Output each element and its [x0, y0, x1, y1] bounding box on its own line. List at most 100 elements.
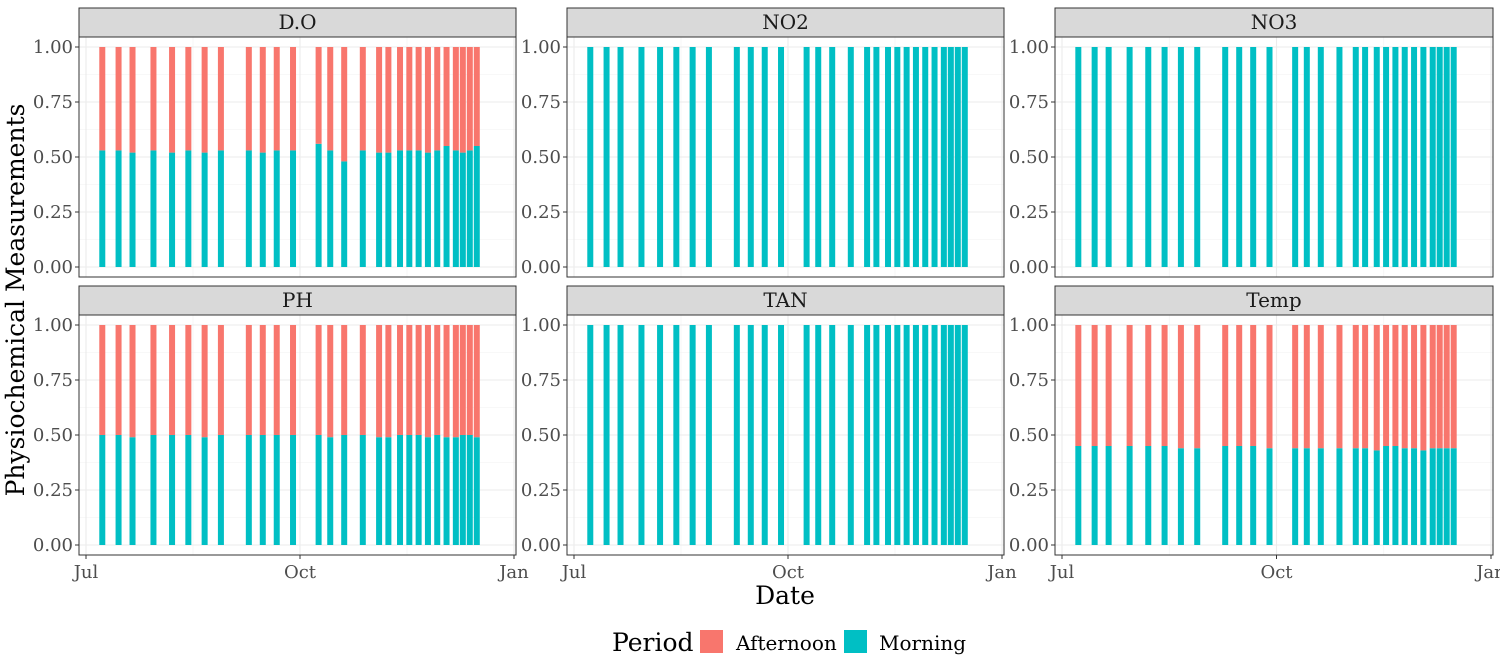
legend-swatch-afternoon — [700, 630, 723, 653]
bar-morning-tan — [947, 325, 954, 545]
y-tick-label: 1.00 — [521, 315, 561, 336]
bar-morning-ph — [406, 435, 413, 545]
bar-afternoon-ph — [452, 325, 459, 438]
y-tick-label: 0.75 — [33, 92, 73, 113]
bar-morning-tan — [815, 325, 822, 545]
bar-morning-ph — [434, 435, 441, 545]
bar-afternoon-d-o — [459, 47, 466, 153]
bar-morning-no3 — [1091, 47, 1098, 267]
bar-morning-d-o — [290, 150, 297, 267]
y-tick-label: 0.00 — [33, 257, 73, 278]
bar-morning-no2 — [657, 47, 664, 267]
bar-afternoon-d-o — [115, 47, 122, 151]
bar-morning-tan — [733, 325, 740, 545]
bar-morning-no3 — [1105, 47, 1112, 267]
bar-morning-no2 — [638, 47, 645, 267]
bar-morning-d-o — [376, 152, 383, 267]
bar-afternoon-ph — [129, 325, 136, 438]
bar-morning-no3 — [1126, 47, 1133, 267]
bar-morning-d-o — [341, 161, 348, 267]
bar-afternoon-d-o — [385, 47, 392, 153]
bar-morning-d-o — [385, 152, 392, 267]
bar-morning-d-o — [459, 152, 466, 267]
bar-afternoon-temp — [1075, 325, 1082, 446]
bar-afternoon-d-o — [150, 47, 157, 151]
bar-morning-temp — [1317, 448, 1324, 545]
bar-afternoon-ph — [359, 325, 366, 435]
bar-afternoon-ph — [150, 325, 157, 435]
bar-morning-no3 — [1161, 47, 1168, 267]
bar-morning-tan — [954, 325, 961, 545]
bar-afternoon-temp — [1401, 325, 1408, 449]
bar-afternoon-d-o — [185, 47, 192, 151]
bar-morning-temp — [1236, 446, 1243, 545]
strip-label-temp: Temp — [1246, 288, 1301, 312]
bar-morning-ph — [201, 437, 208, 545]
legend-swatch-morning — [844, 630, 867, 653]
x-tick-label: Oct — [1260, 562, 1293, 583]
bar-morning-no2 — [894, 47, 901, 267]
bar-afternoon-temp — [1292, 325, 1299, 449]
bar-afternoon-ph — [217, 325, 224, 435]
bar-morning-temp — [1292, 448, 1299, 545]
bar-morning-ph — [385, 437, 392, 545]
bar-afternoon-temp — [1392, 325, 1399, 446]
bar-morning-tan — [885, 325, 892, 545]
bar-afternoon-ph — [415, 325, 422, 435]
bar-morning-temp — [1450, 448, 1457, 545]
bar-morning-no3 — [1236, 47, 1243, 267]
bar-morning-no2 — [954, 47, 961, 267]
y-tick-label: 0.75 — [1009, 370, 1049, 391]
bar-morning-d-o — [259, 152, 266, 267]
bar-morning-tan — [657, 325, 664, 545]
bar-morning-tan — [903, 325, 910, 545]
bar-morning-no2 — [689, 47, 696, 267]
legend-title: Period — [612, 628, 694, 657]
bar-afternoon-d-o — [315, 47, 322, 144]
bar-morning-no3 — [1194, 47, 1201, 267]
x-tick-label: Jul — [1048, 562, 1075, 583]
x-tick-label: Oct — [284, 562, 317, 583]
bar-morning-temp — [1105, 446, 1112, 545]
bar-afternoon-ph — [473, 325, 480, 438]
bar-morning-temp — [1222, 446, 1229, 545]
panel-tan: TAN 0.00 0.25 0.50 0.75 1.00 Jul Oct Jan — [521, 285, 1017, 583]
bar-morning-d-o — [473, 146, 480, 267]
bar-morning-ph — [273, 435, 280, 545]
bar-morning-d-o — [201, 152, 208, 267]
bar-morning-d-o — [245, 150, 252, 267]
bar-morning-no2 — [803, 47, 810, 267]
y-tick-label: 1.00 — [33, 37, 73, 58]
bar-morning-no3 — [1429, 47, 1436, 267]
y-tick-label: 0.00 — [521, 257, 561, 278]
bar-morning-d-o — [424, 152, 431, 267]
bar-morning-tan — [847, 325, 854, 545]
bar-afternoon-d-o — [415, 47, 422, 151]
strip-no2 — [566, 7, 1005, 38]
bar-morning-no2 — [931, 47, 938, 267]
bar-morning-d-o — [434, 150, 441, 267]
x-tick-label: Oct — [772, 562, 805, 583]
bar-morning-tan — [961, 325, 968, 545]
bar-morning-no3 — [1420, 47, 1427, 267]
bar-morning-no3 — [1450, 47, 1457, 267]
y-tick-label: 0.75 — [1009, 92, 1049, 113]
bar-afternoon-temp — [1443, 325, 1450, 449]
legend: Period Afternoon Morning — [612, 628, 966, 657]
x-tick-label: Jan — [985, 562, 1017, 583]
bar-afternoon-ph — [434, 325, 441, 435]
bar-afternoon-d-o — [169, 47, 176, 153]
bar-morning-temp — [1352, 448, 1359, 545]
strip-label-ph: PH — [282, 288, 313, 312]
x-tick-label: Jan — [497, 562, 529, 583]
bar-morning-d-o — [443, 146, 450, 267]
bar-afternoon-d-o — [434, 47, 441, 151]
bar-afternoon-d-o — [245, 47, 252, 151]
bar-afternoon-d-o — [341, 47, 348, 162]
bar-morning-d-o — [115, 150, 122, 267]
bar-morning-ph — [466, 435, 473, 545]
bar-morning-no3 — [1317, 47, 1324, 267]
bar-morning-ph — [341, 435, 348, 545]
bar-afternoon-d-o — [443, 47, 450, 146]
